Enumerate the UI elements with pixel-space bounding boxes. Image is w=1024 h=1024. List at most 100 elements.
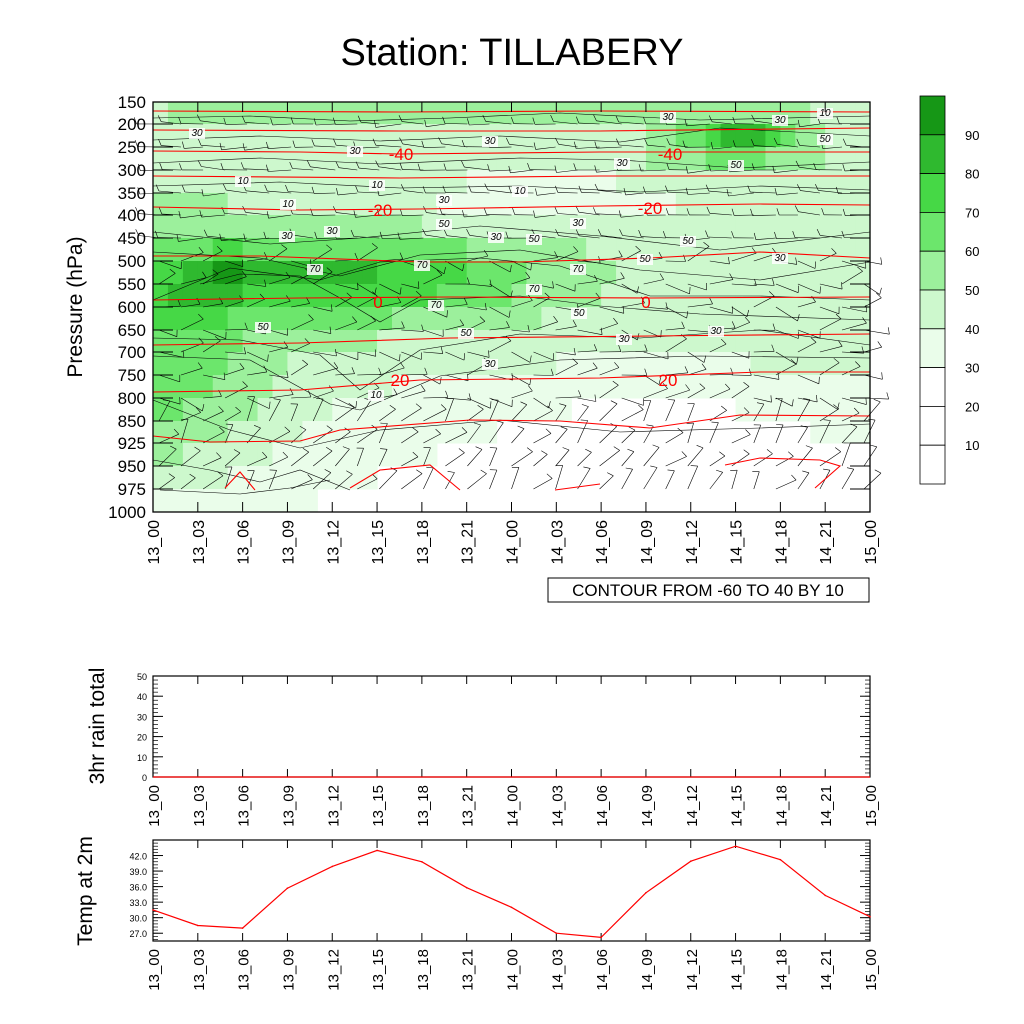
wind-barb xyxy=(357,247,378,262)
humidity-cell xyxy=(660,147,677,171)
wind-barb-flag xyxy=(663,231,666,238)
wind-barb-flag xyxy=(443,229,448,236)
humidity-cell xyxy=(227,238,244,262)
wind-barb xyxy=(445,260,463,272)
wind-barb-flag xyxy=(329,326,332,334)
wind-barb-flag xyxy=(222,183,227,191)
wind-barb xyxy=(401,283,419,289)
wind-barb xyxy=(666,123,688,125)
wind-barb-flag xyxy=(412,451,419,458)
wind-barb xyxy=(489,447,498,467)
isotherm-line xyxy=(152,414,871,443)
y-tick-label: 20 xyxy=(137,733,147,743)
wind-barb-flag xyxy=(835,186,839,194)
wind-barb xyxy=(621,451,635,467)
humidity-cell xyxy=(197,147,214,171)
humidity-cell xyxy=(466,398,483,422)
humidity-contour-label: 30 xyxy=(774,115,786,126)
humidity-cell xyxy=(287,284,303,308)
temp-point xyxy=(241,927,244,929)
wind-barb xyxy=(158,433,179,444)
humidity-cell xyxy=(362,261,378,285)
humidity-cell xyxy=(392,261,408,285)
wind-barb xyxy=(558,144,578,148)
y-tick-label: 27.0 xyxy=(129,929,147,939)
wind-barb-flag xyxy=(614,362,620,368)
humidity-contour-label: 30 xyxy=(490,232,502,243)
humidity-cell xyxy=(466,238,483,262)
wind-barb xyxy=(382,237,402,239)
humidity-cell xyxy=(526,398,542,422)
wind-barb xyxy=(819,451,841,467)
x-tick-label: 14_18 xyxy=(773,785,790,827)
wind-barb-flag xyxy=(636,286,639,294)
contour-label-bg xyxy=(570,264,586,275)
wind-barb-flag xyxy=(684,366,689,373)
wind-barb-flag xyxy=(468,393,472,401)
humidity-cell xyxy=(556,352,572,376)
wind-barb-flag xyxy=(578,390,582,397)
x-tick-label: 13_15 xyxy=(370,520,387,565)
humidity-contour-label: 30 xyxy=(484,359,496,370)
wind-barb xyxy=(819,306,840,315)
wind-barb-flag xyxy=(443,163,447,171)
humidity-cell xyxy=(406,215,423,239)
humidity-cell xyxy=(317,421,333,444)
wind-barb-flag xyxy=(488,350,490,358)
humidity-cell xyxy=(167,124,184,148)
wind-barb-flag xyxy=(797,314,800,322)
temp-panel: 27.030.033.036.039.042.0 13_00 13_03 13_06… xyxy=(74,836,880,991)
wind-barb xyxy=(464,166,490,171)
humidity-cell xyxy=(317,307,333,331)
humidity-cell xyxy=(287,307,303,331)
humidity-cell xyxy=(436,170,453,194)
humidity-cell xyxy=(436,307,453,331)
y-tick-label: 0 xyxy=(142,773,147,783)
humidity-cell xyxy=(616,284,632,308)
wind-barb-flag xyxy=(732,117,736,124)
humidity-cell xyxy=(212,284,229,308)
humidity-cell xyxy=(690,261,707,285)
x-tick-label: 13_03 xyxy=(191,520,208,565)
wind-barb-flag xyxy=(459,319,465,326)
wind-barb-flag xyxy=(158,138,162,146)
wind-barb-flag xyxy=(468,185,472,193)
humidity-cell xyxy=(645,261,662,285)
humidity-cell xyxy=(511,375,528,399)
wind-barb-flag xyxy=(267,354,269,362)
temp-point xyxy=(152,909,154,911)
humidity-cell xyxy=(451,124,468,148)
humidity-cell xyxy=(167,466,184,490)
wind-barb-flag xyxy=(594,394,597,402)
humidity-cell xyxy=(601,352,617,376)
wind-barb xyxy=(578,122,600,125)
wind-barb xyxy=(596,146,622,149)
humidity-cell xyxy=(526,124,542,148)
wind-barb-flag xyxy=(818,376,820,384)
humidity-cell xyxy=(481,193,498,216)
temp-point xyxy=(600,936,602,939)
wind-barb xyxy=(379,283,401,295)
humidity-cell xyxy=(765,307,781,331)
y-tick-label: 600 xyxy=(118,298,146,317)
isotherm-line xyxy=(152,110,871,113)
wind-barb-flag xyxy=(179,163,182,170)
humidity-cell xyxy=(182,170,199,194)
wind-barb-flag xyxy=(243,347,246,355)
wind-barb xyxy=(841,260,866,269)
humidity-cell xyxy=(780,124,796,148)
wind-barb-flag xyxy=(281,244,288,250)
wind-barb xyxy=(665,432,684,444)
wind-barb-flag xyxy=(506,321,510,328)
wind-barb-flag xyxy=(526,447,533,453)
humidity-cell xyxy=(541,124,557,148)
wind-barb-flag xyxy=(490,401,492,409)
contour-label-bg xyxy=(428,300,444,311)
humidity-cell xyxy=(182,284,199,308)
humidity-cell xyxy=(212,443,229,467)
wind-barb xyxy=(601,235,622,239)
wind-barb xyxy=(687,447,704,467)
wind-barb-flag xyxy=(135,206,139,214)
temp-point xyxy=(465,886,468,889)
humidity-cell xyxy=(272,466,289,490)
